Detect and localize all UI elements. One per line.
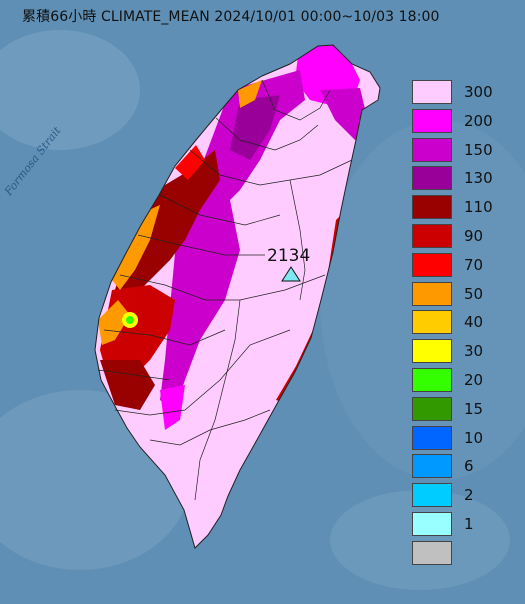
legend-label: 70 (464, 255, 484, 274)
peak-value-label: 2134 (267, 246, 311, 266)
rainfall-fill (95, 45, 380, 548)
legend-label: 200 (464, 111, 493, 130)
legend-swatch (412, 483, 452, 508)
legend-label: 2 (464, 486, 474, 505)
legend-swatch (412, 281, 452, 306)
legend-swatch (412, 425, 452, 450)
legend-swatch (412, 540, 452, 565)
legend-label: 15 (464, 399, 484, 418)
legend-label: 150 (464, 140, 493, 159)
legend-swatch (412, 512, 452, 536)
legend-swatch (412, 224, 452, 248)
legend-label: 300 (464, 83, 493, 101)
legend-swatch (412, 454, 452, 479)
legend-swatch (412, 396, 452, 421)
legend-swatch (412, 252, 452, 277)
legend-label: 20 (464, 371, 484, 389)
coastline (94, 44, 381, 549)
legend-swatch (412, 310, 452, 335)
legend-label: 6 (464, 457, 474, 476)
legend-label: 130 (464, 169, 493, 188)
legend-label: 110 (464, 198, 493, 217)
county-boundaries (97, 79, 353, 501)
legend-label: 90 (464, 227, 484, 245)
legend-label: 50 (464, 284, 484, 303)
legend-swatch (412, 195, 452, 220)
legend-label: 30 (464, 342, 484, 361)
map-title: 累積66小時 CLIMATE_MEAN 2024/10/01 00:00~10/… (22, 9, 440, 25)
legend-swatch (412, 137, 452, 162)
legend-label: 10 (464, 428, 484, 447)
legend-swatch (412, 80, 452, 104)
peak-marker-icon (281, 266, 301, 282)
legend-label: 1 (464, 515, 474, 533)
legend-swatch (412, 166, 452, 191)
legend-swatch (412, 108, 452, 133)
legend-swatch (412, 339, 452, 364)
legend-swatch (412, 368, 452, 392)
legend-label: 40 (464, 313, 484, 332)
rainfall-legend: 300 200 150 130 110 90 70 50 40 30 20 15 10 6 2 1 (412, 80, 522, 570)
